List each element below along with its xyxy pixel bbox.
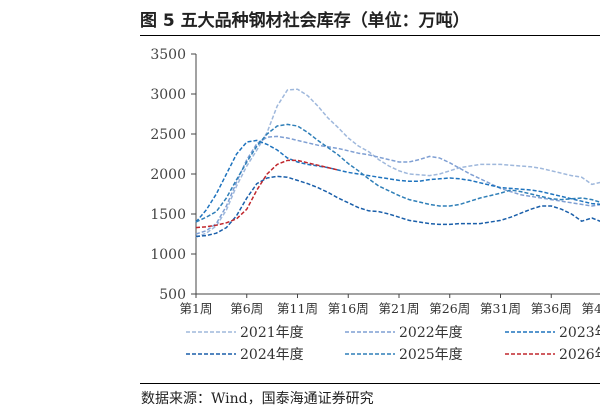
legend-item: 2024年度: [186, 347, 304, 363]
y-tick-label: 3000: [150, 87, 186, 103]
y-tick-label: 1000: [150, 247, 186, 263]
legend-label: 2026年度: [559, 347, 600, 363]
y-axis: 500 1000 1500 2000 2500 3000 3500: [150, 47, 197, 303]
x-tick-label: 第1周: [180, 301, 213, 316]
legend-label: 2023年度: [559, 325, 600, 341]
y-tick-label: 1500: [150, 207, 186, 223]
legend: 2021年度 2022年度 2023年度 2024年度 2025年度 2026年度: [186, 325, 600, 363]
x-tick-label: 第11周: [277, 301, 318, 316]
source-note: 数据来源：Wind，国泰海通证券研究: [141, 391, 374, 407]
legend-label: 2022年度: [399, 325, 463, 341]
x-tick-label: 第21周: [379, 301, 420, 316]
chart-title: 图 5 五大品种钢材社会库存（单位：万吨）: [140, 11, 470, 31]
source-divider: [140, 383, 600, 384]
series-lines: [195, 88, 600, 238]
series-line-5: [195, 123, 600, 223]
legend-label: 2024年度: [240, 347, 304, 363]
legend-item: 2026年度: [505, 347, 600, 363]
x-tick-label: 第26周: [429, 301, 470, 316]
x-axis: 第1周 第6周第11周第16周第21周第26周第31周第36周第41周: [180, 293, 600, 316]
x-tick-label: 第41周: [582, 301, 600, 316]
legend-item: 2022年度: [345, 325, 463, 341]
y-tick-label: 2500: [150, 127, 186, 143]
x-tick-label: 第36周: [531, 301, 572, 316]
series-line-6: [195, 159, 339, 229]
series-line-2: [195, 135, 600, 235]
y-tick-label: 500: [159, 287, 186, 303]
legend-label: 2025年度: [399, 347, 463, 363]
legend-label: 2021年度: [240, 325, 304, 341]
x-tick-label: 第16周: [328, 301, 369, 316]
series-line-1: [195, 88, 600, 238]
y-tick-label: 2000: [150, 167, 186, 183]
x-tick-label: 第6周: [230, 301, 263, 316]
legend-item: 2025年度: [345, 347, 463, 363]
y-tick-label: 3500: [150, 47, 186, 63]
series-line-3: [195, 139, 600, 223]
legend-item: 2021年度: [186, 325, 304, 341]
x-tick-label: 第31周: [480, 301, 521, 316]
legend-item: 2023年度: [505, 325, 600, 341]
title-divider: [140, 35, 600, 36]
series-line-4: [195, 175, 600, 238]
